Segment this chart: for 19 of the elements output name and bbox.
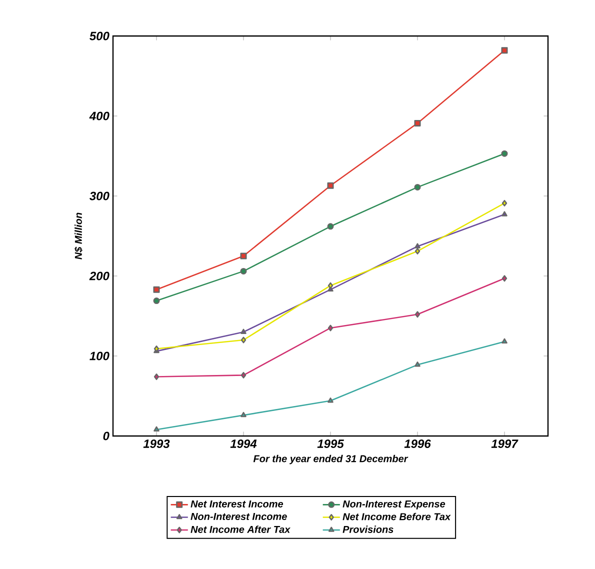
legend-label: Provisions bbox=[342, 526, 394, 533]
y-tick-label: 200 bbox=[89, 272, 110, 280]
x-tick-label: 1995 bbox=[317, 440, 344, 448]
x-tick-label: 1994 bbox=[230, 440, 257, 448]
legend-label: Net Interest Income bbox=[190, 500, 284, 508]
legend-label: Net Income After Tax bbox=[190, 526, 291, 533]
y-tick-label: 400 bbox=[89, 112, 110, 120]
y-tick-label: 500 bbox=[90, 32, 110, 40]
legend-label: Net Income Before Tax bbox=[342, 512, 451, 520]
y-tick-label: 300 bbox=[90, 192, 110, 200]
y-tick-label: 0 bbox=[103, 432, 110, 440]
legend-label: Non-Interest Expense bbox=[342, 500, 446, 510]
x-tick-label: 1993 bbox=[143, 440, 170, 448]
x-tick-label: 1997 bbox=[491, 440, 518, 448]
y-axis-title: N$ Million bbox=[74, 212, 83, 260]
y-tick-label: 100 bbox=[90, 352, 110, 360]
x-axis-title: For the year ended 31 December bbox=[253, 454, 408, 464]
legend-label: Non-Interest Income bbox=[190, 513, 287, 520]
x-tick-label: 1996 bbox=[404, 440, 431, 448]
